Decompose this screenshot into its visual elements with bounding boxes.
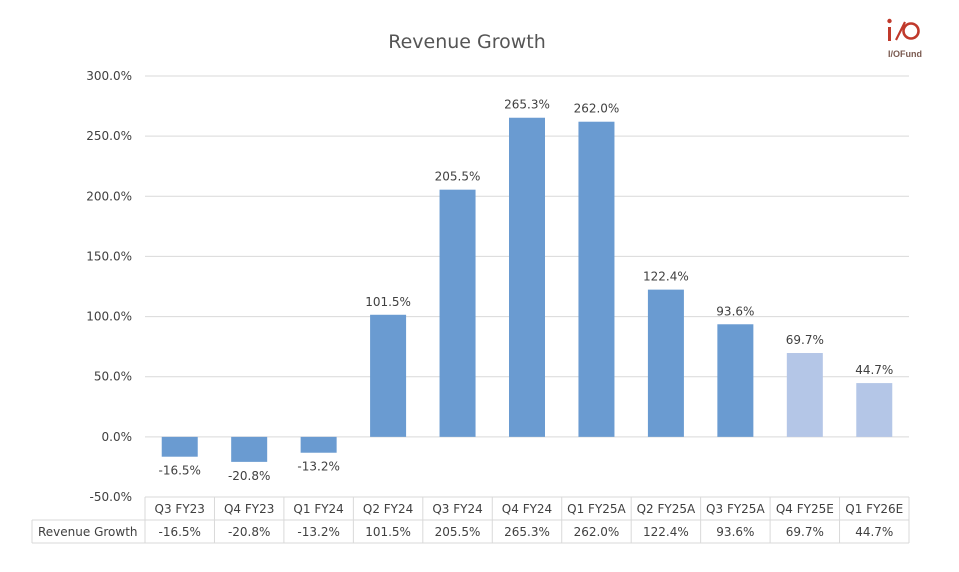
x-tick-label: Q3 FY25A (706, 502, 765, 516)
table-cell: 122.4% (643, 525, 689, 539)
data-label: 93.6% (716, 304, 754, 318)
y-tick-label: 50.0% (94, 370, 132, 384)
y-tick-label: -50.0% (90, 490, 132, 504)
table-cell: 101.5% (365, 525, 411, 539)
x-tick-label: Q1 FY26E (845, 502, 903, 516)
data-label: 205.5% (435, 170, 481, 184)
data-labels: -16.5% -20.8% -13.2% 101.5% 205.5% 265.3% 262.… (159, 98, 894, 483)
io-fund-logo: I/OFund (887, 18, 922, 59)
chart-title: Revenue Growth (388, 31, 546, 53)
bars (161, 117, 893, 462)
y-tick-label: 100.0% (86, 310, 132, 324)
table-cell: -16.5% (159, 525, 201, 539)
bar-q3-fy24 (439, 189, 476, 437)
bar-q2-fy24 (370, 314, 407, 437)
data-label: 101.5% (365, 295, 411, 309)
x-tick-label: Q1 FY25A (567, 502, 626, 516)
bar-q1-fy26e (856, 383, 893, 437)
data-label: 69.7% (786, 333, 824, 347)
y-tick-label: 150.0% (86, 249, 132, 263)
y-tick-label: 300.0% (86, 69, 132, 83)
bar-q4-fy25e (786, 353, 823, 437)
table-cell: 265.3% (504, 525, 550, 539)
x-tick-label: Q2 FY24 (363, 502, 413, 516)
x-tick-label: Q3 FY23 (155, 502, 205, 516)
x-tick-label: Q4 FY25E (776, 502, 834, 516)
table-cell: 69.7% (786, 525, 824, 539)
bar-q2-fy25a (647, 289, 684, 437)
data-label: -16.5% (159, 464, 201, 478)
data-label: 265.3% (504, 98, 550, 112)
data-label: 44.7% (855, 363, 893, 377)
table-cell: -13.2% (297, 525, 339, 539)
io-fund-logo-text: I/OFund (888, 49, 922, 59)
bar-q1-fy25a (578, 121, 615, 437)
y-tick-label: 200.0% (86, 189, 132, 203)
data-label: -13.2% (297, 460, 339, 474)
y-tick-label: 0.0% (102, 430, 133, 444)
table-cell: 93.6% (716, 525, 754, 539)
table-cell: 262.0% (574, 525, 620, 539)
table-cell: 205.5% (435, 525, 481, 539)
table-cell: 44.7% (855, 525, 893, 539)
bar-q1-fy24 (300, 436, 337, 453)
table-cell: -20.8% (228, 525, 270, 539)
bar-q3-fy25a (717, 324, 754, 437)
x-tick-label: Q1 FY24 (293, 502, 343, 516)
data-label: 262.0% (574, 102, 620, 116)
bar-q3-fy23 (161, 436, 198, 457)
x-tick-label: Q3 FY24 (432, 502, 482, 516)
table-series-name: Revenue Growth (38, 525, 138, 539)
y-tick-label: 250.0% (86, 129, 132, 143)
x-tick-label: Q2 FY25A (637, 502, 696, 516)
io-fund-logo-mark (887, 18, 920, 41)
data-table: Revenue Growth Q3 FY23 -16.5% Q4 FY23 -20.8%… (31, 496, 910, 544)
bar-q4-fy24 (509, 117, 545, 437)
data-label: -20.8% (228, 469, 270, 483)
x-tick-label: Q4 FY24 (502, 502, 552, 516)
x-tick-label: Q4 FY23 (224, 502, 274, 516)
data-label: 122.4% (643, 270, 689, 284)
y-axis-ticks: -50.0% 0.0% 50.0% 100.0% 150.0% 200.0% 250.0% 3… (86, 69, 132, 504)
bar-q4-fy23 (231, 436, 268, 462)
